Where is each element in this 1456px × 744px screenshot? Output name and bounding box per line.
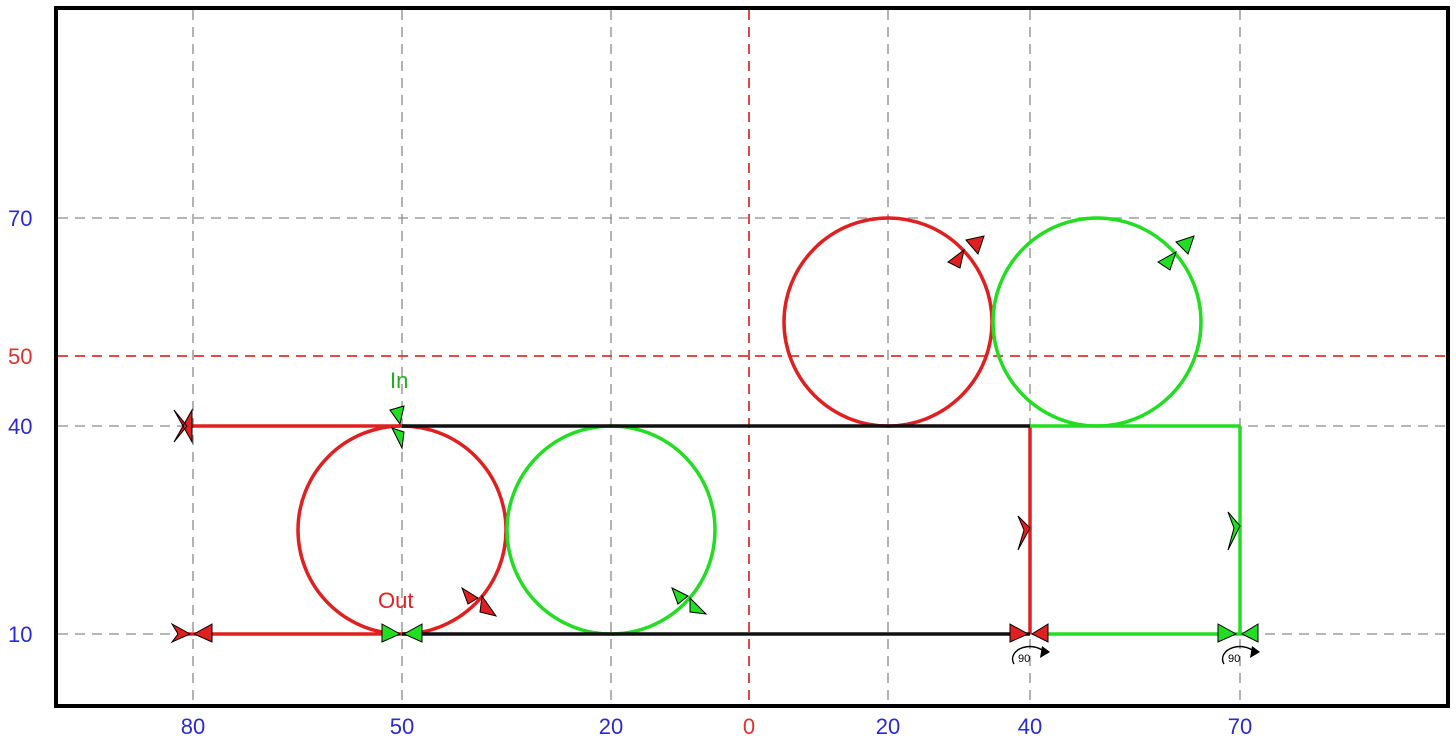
in-marker-start — [389, 405, 405, 450]
direction-markers — [170, 235, 1259, 644]
x-label: 20 — [876, 714, 900, 739]
rotation-arrow-left-icon — [1040, 646, 1050, 658]
out-marker-corner — [1009, 623, 1049, 643]
y-axis-labels: 70 50 40 10 — [8, 206, 32, 647]
out-marker-vertical — [1017, 515, 1031, 551]
out-label: Out — [378, 588, 413, 613]
diagram-frame — [54, 6, 1450, 708]
y-label-origin: 50 — [8, 344, 32, 369]
rotation-arrow-right-icon — [1250, 646, 1260, 658]
y-label: 70 — [8, 206, 32, 231]
out-marker-circle-left — [461, 586, 498, 617]
x-axis-labels: 80 50 20 0 20 40 70 — [181, 714, 1252, 739]
origin-axes — [58, 10, 1446, 704]
in-marker-vertical — [1227, 511, 1241, 551]
in-marker-corner — [1217, 623, 1259, 643]
shared-path — [402, 424, 1030, 636]
x-label: 80 — [181, 714, 205, 739]
out-marker-top-left — [173, 408, 193, 444]
x-label: 40 — [1018, 714, 1042, 739]
x-label: 50 — [390, 714, 414, 739]
out-marker-circle-right — [947, 235, 985, 269]
in-marker-circle-right — [1157, 235, 1195, 271]
rotation-symbol-right: 90 — [1221, 645, 1260, 665]
out-marker-bottom-left — [170, 622, 213, 644]
in-marker-bottom — [381, 623, 423, 643]
x-label: 20 — [599, 714, 623, 739]
rotation-text-right: 90 — [1228, 653, 1240, 665]
x-label-origin: 0 — [743, 714, 755, 739]
y-label: 10 — [8, 622, 32, 647]
y-label: 40 — [8, 414, 32, 439]
x-label: 70 — [1228, 714, 1252, 739]
rotation-symbol-left: 90 — [1011, 645, 1050, 665]
in-label: In — [390, 368, 408, 393]
rotation-text-left: 90 — [1018, 653, 1030, 665]
in-marker-circle-left — [671, 586, 708, 615]
